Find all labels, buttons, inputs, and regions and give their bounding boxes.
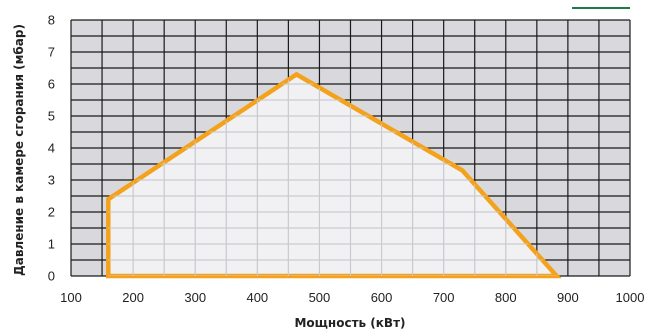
y-tick-label: 1	[48, 237, 55, 252]
x-tick-label: 300	[184, 290, 206, 305]
x-tick-label: 400	[246, 290, 268, 305]
x-tick-label: 700	[433, 290, 455, 305]
y-axis-title: Давление в камере сгорания (мбар)	[12, 24, 26, 276]
corner-accent-line	[572, 7, 630, 9]
x-tick-label: 600	[371, 290, 393, 305]
y-tick-label: 7	[48, 45, 55, 60]
y-tick-label: 2	[48, 205, 55, 220]
operating-range-area	[108, 74, 557, 277]
x-tick-label: 500	[309, 290, 331, 305]
x-tick-labels: 100 200 300 400 500 600 700 800 900 1000	[60, 290, 644, 305]
x-tick-label: 800	[495, 290, 517, 305]
y-tick-label: 8	[48, 13, 55, 28]
y-tick-label: 0	[48, 269, 55, 284]
x-tick-label: 200	[122, 290, 144, 305]
y-tick-label: 6	[48, 77, 55, 92]
y-tick-labels: 0 1 2 3 4 5 6 7 8	[48, 13, 55, 284]
x-tick-label: 1000	[616, 290, 645, 305]
y-tick-label: 3	[48, 173, 55, 188]
y-tick-label: 5	[48, 109, 55, 124]
x-tick-label: 900	[557, 290, 579, 305]
x-axis-title: Мощность (кВт)	[294, 316, 405, 330]
x-tick-label: 100	[60, 290, 82, 305]
y-tick-label: 4	[48, 141, 55, 156]
